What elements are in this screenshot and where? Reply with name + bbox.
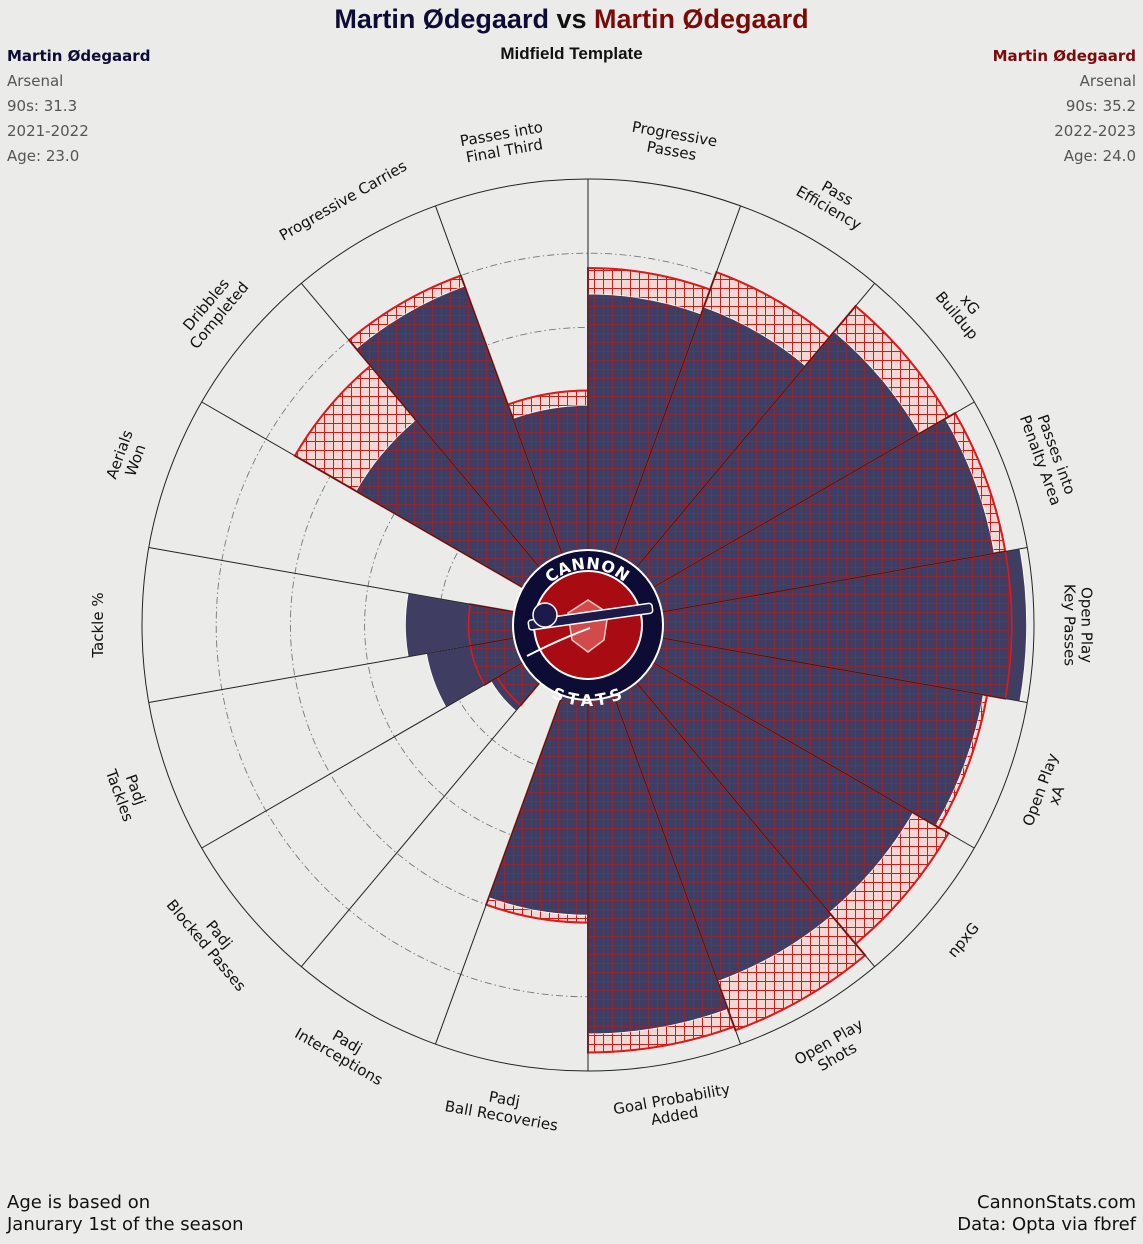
player2-info: Martin Ødegaard Arsenal 90s: 35.2 2022-2… (993, 44, 1136, 169)
category-label: PassEfficiency (793, 167, 873, 233)
category-label: Goal ProbabilityAdded (612, 1080, 735, 1135)
player1-season: 2021-2022 (7, 122, 89, 140)
category-label: PadjInterceptions (292, 1010, 395, 1090)
bar-player2-overlap (356, 286, 563, 568)
category-label: Open PlayxA (1019, 751, 1078, 835)
category-label: AerialsWon (102, 427, 152, 487)
spoke (613, 695, 742, 1045)
bar-player2-overlap (355, 419, 540, 588)
player2-club: Arsenal (1079, 72, 1136, 90)
player1-age: Age: 23.0 (7, 147, 80, 165)
category-label: Tackle % (89, 592, 107, 658)
spoke (652, 401, 975, 588)
spoke (148, 547, 515, 613)
player1-title: Martin Ødegaard (334, 4, 549, 34)
spoke (613, 205, 742, 555)
bar-player2-overlap (512, 405, 588, 555)
category-label: xGBuildup (932, 277, 995, 343)
player1-name: Martin Ødegaard (7, 47, 151, 65)
player2-nineties: 90s: 35.2 (1065, 97, 1136, 115)
vs-text: vs (556, 4, 587, 34)
spoke (661, 637, 1028, 703)
spoke (201, 662, 524, 849)
player2-age: Age: 24.0 (1063, 147, 1136, 165)
player1-info: Martin Ødegaard Arsenal 90s: 31.3 2021-2… (7, 44, 150, 169)
category-label: npxG (944, 919, 983, 961)
chart-title: Martin Ødegaard vs Martin Ødegaard (0, 4, 1143, 35)
footer-note-line2: Janurary 1st of the season (7, 1214, 244, 1235)
player2-season: 2022-2023 (1054, 122, 1136, 140)
bar-player2-overlap (661, 551, 1012, 699)
spoke (434, 695, 563, 1045)
bar-player2-overlap (468, 604, 515, 646)
spoke (434, 205, 563, 555)
spoke (300, 682, 541, 967)
category-label: DribblesCompleted (173, 267, 252, 352)
bar-player2-overlap (652, 418, 995, 612)
footer-credits: CannonStats.com Data: Opta via fbref (957, 1192, 1136, 1236)
category-label: ProgressivePasses (628, 118, 719, 167)
footer-note: Age is based on Janurary 1st of the seas… (7, 1192, 244, 1236)
bar-player2-overlap (588, 695, 728, 1034)
category-label: Passes intoFinal Third (459, 118, 548, 167)
category-label: Passes intoPenalty Area (1016, 407, 1081, 508)
bar-player2-overlap (636, 662, 914, 913)
spoke (652, 662, 975, 849)
spoke (661, 547, 1028, 613)
bar-player2-overlap (588, 294, 702, 555)
chart-subtitle: Midfield Template (500, 44, 643, 63)
player2-name: Martin Ødegaard (992, 47, 1136, 65)
footer-site: CannonStats.com (977, 1192, 1136, 1213)
category-label: PadjTackles (102, 760, 154, 824)
spoke (635, 682, 876, 967)
player1-nineties: 90s: 31.3 (7, 97, 78, 115)
category-label: PadjBall Recoveries (444, 1080, 563, 1134)
bar-player2-overlap (470, 638, 524, 685)
footer-note-line1: Age is based on (7, 1192, 151, 1213)
spoke (201, 401, 524, 588)
category-label: Open PlayKey Passes (1061, 584, 1096, 666)
bar-player2-overlap (636, 331, 920, 588)
bar-player2-overlap (652, 638, 984, 826)
footer-source: Data: Opta via fbref (957, 1214, 1136, 1235)
bar-player2-overlap (613, 682, 832, 982)
player2-title: Martin Ødegaard (594, 4, 809, 34)
bar-player2-overlap (488, 695, 588, 916)
category-label: Open PlayShots (791, 1015, 875, 1083)
spoke (148, 637, 515, 703)
cannon-stats-logo: CANNON STATS (512, 549, 664, 710)
spoke (635, 283, 876, 568)
player1-club: Arsenal (7, 72, 64, 90)
spoke (300, 283, 541, 568)
bar-player2-overlap (613, 306, 806, 568)
